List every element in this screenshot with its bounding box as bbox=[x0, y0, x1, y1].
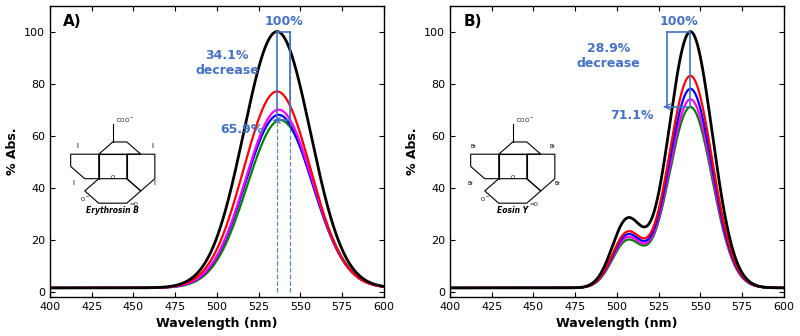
Text: 65.9%: 65.9% bbox=[221, 123, 264, 136]
Text: A): A) bbox=[63, 14, 82, 29]
Text: 71.1%: 71.1% bbox=[610, 110, 654, 122]
Text: 34.1%
decrease: 34.1% decrease bbox=[195, 49, 259, 77]
Y-axis label: % Abs.: % Abs. bbox=[6, 128, 18, 175]
Text: 100%: 100% bbox=[264, 15, 303, 28]
Y-axis label: % Abs.: % Abs. bbox=[406, 128, 418, 175]
Text: B): B) bbox=[463, 14, 482, 29]
X-axis label: Wavelength (nm): Wavelength (nm) bbox=[556, 318, 678, 330]
Text: 100%: 100% bbox=[659, 15, 698, 28]
Text: 28.9%
decrease: 28.9% decrease bbox=[577, 42, 641, 70]
X-axis label: Wavelength (nm): Wavelength (nm) bbox=[156, 318, 278, 330]
